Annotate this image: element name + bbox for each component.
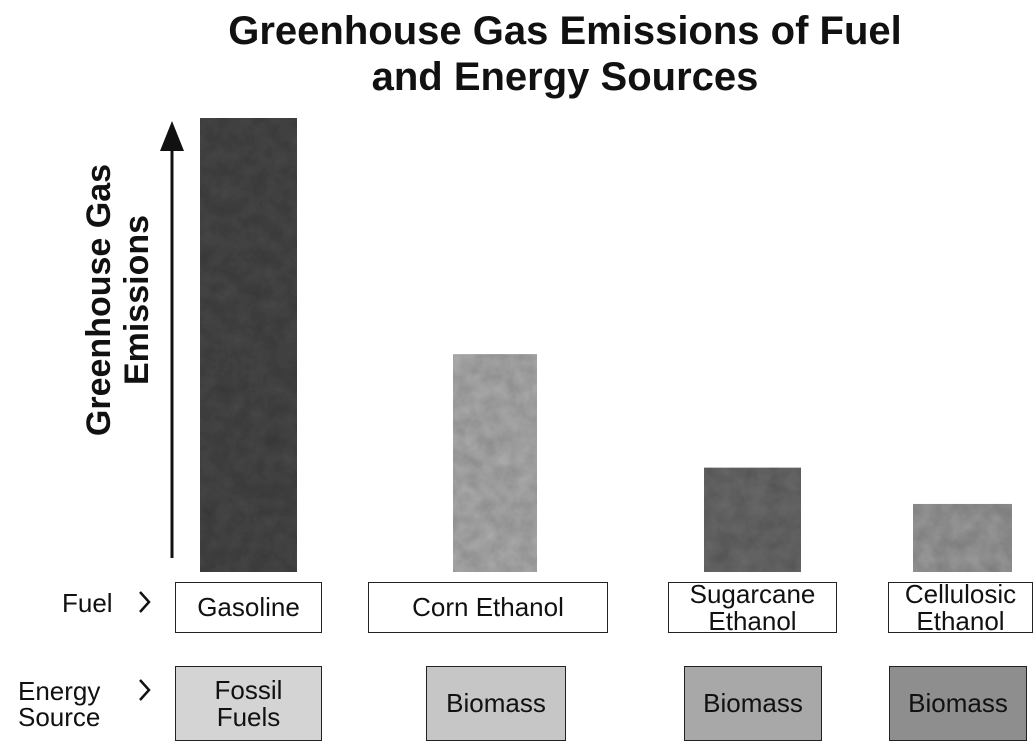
y-axis-label: Greenhouse Gas Emissions — [80, 155, 156, 445]
bar — [200, 118, 297, 572]
category-label: Gasoline — [175, 582, 322, 633]
row-label: Energy Source — [18, 678, 118, 730]
chevron — [140, 680, 149, 700]
page: Greenhouse Gas Emissions of Fuel and Ene… — [0, 0, 1034, 741]
energy-source-label: Biomass — [889, 666, 1027, 741]
bar — [704, 468, 801, 572]
energy-source-label: Biomass — [426, 666, 566, 741]
category-label: Sugarcane Ethanol — [668, 582, 837, 633]
bar — [453, 354, 537, 572]
category-label: Cellulosic Ethanol — [888, 582, 1033, 633]
energy-source-label: Fossil Fuels — [175, 666, 322, 741]
category-label: Corn Ethanol — [368, 582, 608, 633]
energy-source-label: Biomass — [684, 666, 822, 741]
row-label: Fuel — [62, 590, 113, 616]
chart-title: Greenhouse Gas Emissions of Fuel and Ene… — [225, 8, 905, 100]
bar — [913, 504, 1012, 572]
chevron — [140, 592, 149, 612]
